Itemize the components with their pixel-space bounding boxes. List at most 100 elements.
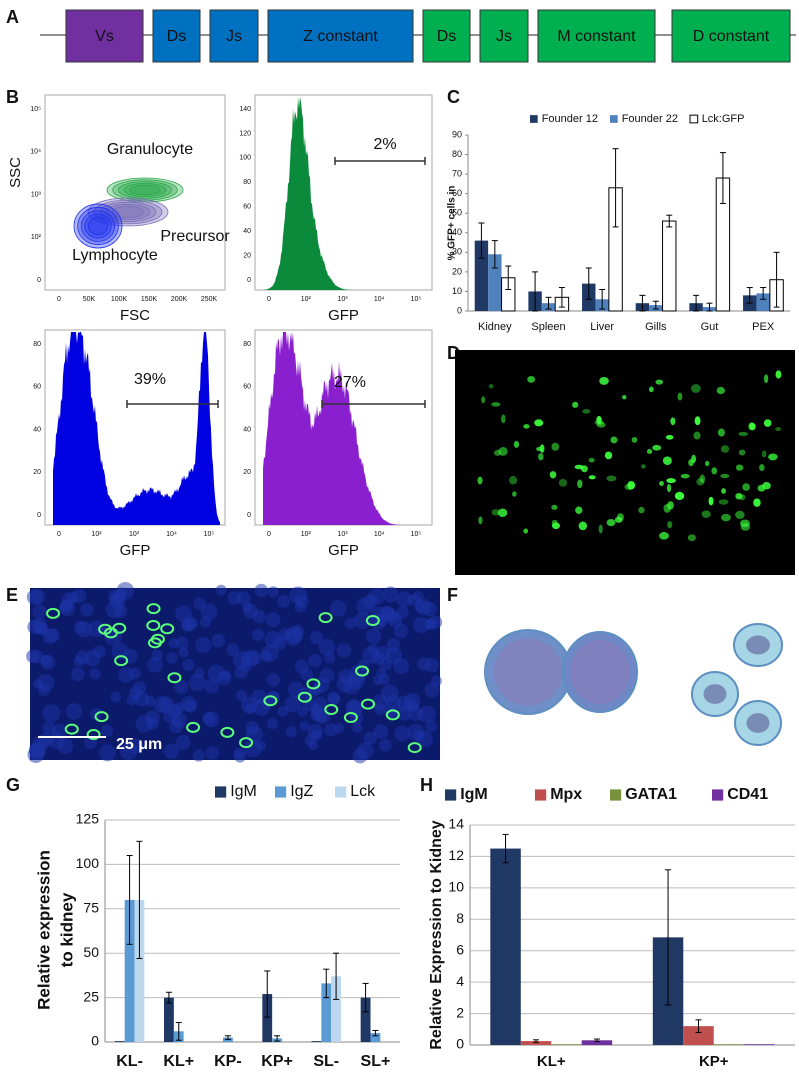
y-tick-label: 0	[247, 277, 251, 284]
gfp-cell	[577, 479, 583, 489]
nucleus	[251, 628, 265, 642]
nucleus	[266, 673, 281, 687]
bar	[321, 983, 332, 1042]
population-label: Granulocyte	[107, 141, 193, 158]
gfp-cell	[622, 394, 627, 400]
gene-segment	[152, 9, 201, 63]
nucleus	[310, 703, 322, 715]
gfp-cell	[498, 447, 508, 456]
population-contour	[112, 179, 178, 201]
gfp-ring	[361, 698, 376, 710]
x-tick-label: KL+	[537, 1053, 566, 1070]
nucleus	[251, 689, 267, 704]
bar	[114, 1041, 125, 1042]
bar	[311, 1041, 322, 1042]
gfp-ring	[263, 695, 278, 707]
nucleus	[27, 746, 45, 764]
nucleus	[243, 603, 259, 619]
flow-histogram	[263, 332, 427, 525]
x-tick-label: SL-	[313, 1053, 339, 1070]
x-tick-label: Gills	[645, 321, 667, 333]
legend-label: Mpx	[550, 786, 582, 803]
nucleus	[342, 676, 361, 695]
legend-label: Lck:GFP	[702, 113, 745, 125]
scale-bar-label: 25 μm	[116, 736, 162, 753]
y-axis-label: Relative Expression to Kidney	[428, 820, 445, 1050]
micrograph-d	[455, 350, 795, 575]
y-tick-label: 0	[37, 512, 41, 519]
y-tick-label: 125	[76, 811, 100, 827]
nucleus	[180, 696, 197, 712]
nucleus	[373, 724, 389, 740]
nucleus	[135, 714, 154, 733]
gfp-cell	[549, 471, 557, 479]
nucleus	[207, 664, 226, 683]
gfp-cell	[687, 534, 696, 542]
gfp-ring	[220, 726, 235, 738]
gfp-cell	[739, 494, 746, 501]
gfp-ring	[94, 711, 109, 723]
nucleus	[71, 588, 87, 604]
x-tick-label: Gut	[701, 321, 719, 333]
bar	[490, 848, 521, 1045]
nucleus	[307, 723, 323, 739]
gfp-ring	[64, 723, 79, 735]
gfp-cell	[501, 414, 506, 424]
nucleus	[396, 591, 413, 608]
gfp-cell	[646, 449, 653, 455]
gfp-ring	[355, 665, 370, 677]
gfp-cell	[735, 464, 744, 471]
nucleus	[374, 703, 387, 716]
x-tick-label: 10⁵	[411, 531, 422, 538]
gene-segment	[479, 9, 529, 63]
x-tick-label: 10⁴	[166, 531, 177, 538]
nucleus	[182, 658, 195, 672]
y-tick-label: 10³	[31, 191, 42, 198]
x-tick-label: KL+	[163, 1053, 194, 1070]
gfp-cell	[735, 492, 743, 500]
population-contour	[77, 206, 119, 246]
nucleus	[32, 604, 47, 619]
x-tick-label: 10⁴	[374, 296, 385, 303]
nucleus	[100, 724, 114, 738]
nucleus	[59, 599, 73, 613]
gfp-cell	[696, 478, 705, 486]
nucleus	[381, 606, 396, 621]
nucleus	[243, 739, 262, 758]
nucleus	[260, 650, 272, 662]
gfp-cell	[659, 532, 669, 540]
gfp-ring	[146, 619, 161, 631]
x-tick-label: SL+	[361, 1053, 391, 1070]
gfp-cell	[582, 409, 591, 414]
gfp-cell	[688, 459, 694, 467]
flow-plot-frame	[44, 94, 226, 291]
nucleus	[352, 748, 368, 764]
y-axis-label: % GFP+ cells in	[447, 186, 458, 261]
gfp-cell	[716, 386, 725, 395]
gfp-cell	[763, 419, 772, 427]
cell-nucleus	[493, 638, 563, 706]
gfp-cell	[536, 446, 543, 452]
gfp-cell	[738, 431, 748, 436]
x-tick-label: KL-	[116, 1053, 143, 1070]
nucleus	[240, 661, 252, 673]
gfp-cell	[742, 483, 750, 491]
legend-swatch	[215, 786, 227, 798]
nucleus	[418, 705, 436, 723]
y-tick-label: 20	[452, 266, 462, 276]
gfp-cell	[699, 474, 706, 483]
x-axis-label: GFP	[328, 307, 359, 324]
gfp-cell	[701, 510, 711, 518]
bar	[683, 1026, 714, 1045]
nucleus	[407, 723, 425, 741]
panel-label: H	[420, 775, 433, 795]
y-tick-label: 4	[456, 973, 464, 989]
gfp-cell	[674, 491, 685, 501]
nucleus	[396, 606, 409, 619]
nucleus	[200, 603, 218, 621]
gfp-cell	[648, 386, 654, 393]
gfp-cell	[705, 460, 710, 467]
nucleus	[105, 600, 124, 619]
gfp-cell	[775, 427, 782, 432]
nucleus	[195, 636, 212, 654]
